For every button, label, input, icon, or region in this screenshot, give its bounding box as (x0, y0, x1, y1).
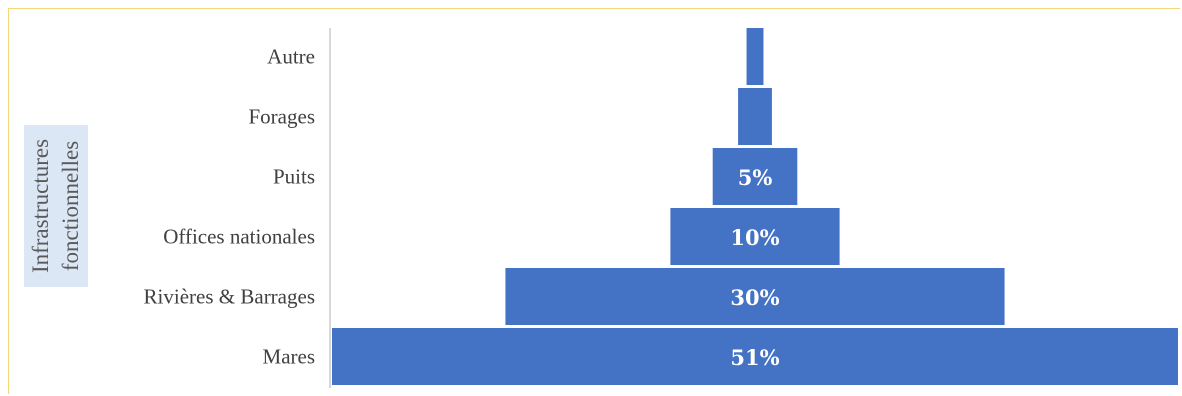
bar-autre (746, 28, 764, 85)
bar-forages (738, 88, 772, 145)
category-label-offices-nationales: Offices nationales (163, 225, 315, 249)
data-label-puits: 5% (738, 165, 773, 190)
category-label-rivieres-barrages: Rivières & Barrages (144, 285, 315, 309)
bar-mares (332, 328, 1178, 385)
category-label-mares: Mares (263, 345, 315, 369)
data-label-mares: 51% (730, 345, 779, 370)
category-label-puits: Puits (273, 165, 315, 189)
bar-rivieres-barrages (505, 268, 1005, 325)
bar-offices-nationales (670, 208, 840, 265)
bar-puits (712, 148, 798, 205)
data-label-rivieres-barrages: 30% (730, 285, 779, 310)
chart-frame (8, 8, 1180, 394)
data-label-offices-nationales: 10% (730, 225, 779, 250)
category-label-autre: Autre (267, 45, 315, 69)
category-label-forages: Forages (249, 105, 316, 129)
y-axis-label-box: Infrastructures fonctionnelles (24, 125, 88, 287)
